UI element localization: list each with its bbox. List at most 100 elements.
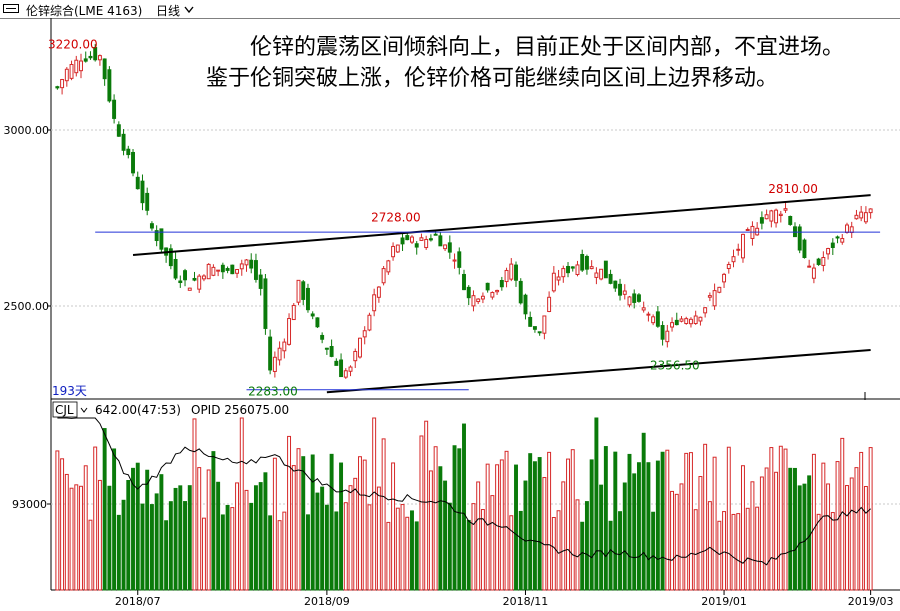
candle[interactable] <box>660 325 665 340</box>
candle[interactable] <box>287 318 292 345</box>
candle[interactable] <box>499 280 504 288</box>
volume-bar[interactable] <box>622 482 627 591</box>
candle[interactable] <box>712 290 717 307</box>
volume-bar[interactable] <box>599 484 604 591</box>
volume-bar[interactable] <box>797 485 802 591</box>
candle[interactable] <box>537 331 542 334</box>
candle[interactable] <box>745 228 750 231</box>
volume-bar[interactable] <box>774 471 779 591</box>
volume-bar[interactable] <box>802 483 807 591</box>
volume-bar[interactable] <box>320 486 325 591</box>
volume-bar[interactable] <box>580 521 585 591</box>
candle[interactable] <box>651 316 656 324</box>
volume-bar[interactable] <box>741 465 745 591</box>
volume-bar[interactable] <box>211 451 216 591</box>
volume-bar[interactable] <box>334 511 339 591</box>
volume-bar[interactable] <box>826 483 831 591</box>
candle[interactable] <box>665 330 670 343</box>
candle[interactable] <box>495 289 500 293</box>
volume-bar[interactable] <box>504 450 509 591</box>
volume-bar[interactable] <box>220 514 225 591</box>
candle[interactable] <box>159 228 164 250</box>
volume-bar[interactable] <box>301 456 306 591</box>
candle[interactable] <box>178 280 183 284</box>
candle[interactable] <box>570 266 575 269</box>
candle[interactable] <box>551 272 556 292</box>
volume-bar[interactable] <box>358 456 362 591</box>
volume-bar[interactable] <box>821 462 826 591</box>
volume-bar[interactable] <box>636 462 641 591</box>
candle[interactable] <box>599 268 604 280</box>
candle[interactable] <box>584 255 589 270</box>
volume-bar[interactable] <box>726 446 731 591</box>
candle[interactable] <box>192 277 197 281</box>
volume-bar[interactable] <box>499 459 504 591</box>
candle[interactable] <box>201 275 206 280</box>
candle[interactable] <box>362 330 367 338</box>
candle[interactable] <box>216 269 221 272</box>
candle[interactable] <box>400 237 405 245</box>
volume-bar[interactable] <box>230 507 235 591</box>
candle[interactable] <box>518 280 523 304</box>
volume-bar[interactable] <box>329 453 334 591</box>
candle[interactable] <box>197 275 202 290</box>
volume-bar[interactable] <box>268 515 273 591</box>
candle[interactable] <box>253 260 258 280</box>
candle[interactable] <box>802 239 807 259</box>
candle[interactable] <box>580 253 585 271</box>
volume-bar[interactable] <box>849 477 854 591</box>
candle[interactable] <box>774 209 779 224</box>
candle[interactable] <box>438 235 443 247</box>
volume-bar[interactable] <box>353 477 358 591</box>
volume-bar[interactable] <box>168 501 173 591</box>
volume-bar[interactable] <box>291 465 296 591</box>
candle[interactable] <box>145 192 150 211</box>
volume-bar[interactable] <box>159 474 164 591</box>
volume-bar[interactable] <box>603 446 608 591</box>
candle[interactable] <box>480 295 485 300</box>
volume-bar[interactable] <box>79 485 83 591</box>
volume-bar[interactable] <box>249 502 254 591</box>
volume-bar[interactable] <box>514 464 518 591</box>
candle[interactable] <box>556 276 561 281</box>
volume-bar[interactable] <box>55 450 60 591</box>
candle[interactable] <box>131 151 135 174</box>
candle[interactable] <box>816 258 821 265</box>
volume-bar[interactable] <box>684 452 689 591</box>
candle[interactable] <box>764 214 769 220</box>
volume-bar[interactable] <box>419 435 424 591</box>
volume-bar[interactable] <box>618 511 623 591</box>
candle[interactable] <box>755 227 760 236</box>
candle[interactable] <box>206 263 211 280</box>
candle[interactable] <box>613 280 618 289</box>
volume-bar[interactable] <box>391 462 396 591</box>
volume-bar[interactable] <box>755 506 760 591</box>
candle[interactable] <box>173 258 178 279</box>
volume-bar[interactable] <box>688 452 693 591</box>
candle[interactable] <box>566 265 570 274</box>
candle[interactable] <box>348 366 353 372</box>
volume-bar[interactable] <box>178 485 183 591</box>
volume-bar[interactable] <box>532 461 537 591</box>
volume-bar[interactable] <box>447 502 452 591</box>
volume-bar[interactable] <box>405 516 410 591</box>
candle[interactable] <box>575 264 580 276</box>
candle[interactable] <box>301 281 306 300</box>
candle[interactable] <box>759 217 764 224</box>
volume-bar[interactable] <box>192 418 197 591</box>
volume-bar[interactable] <box>102 428 107 591</box>
candle[interactable] <box>55 86 60 89</box>
candle[interactable] <box>353 350 358 362</box>
volume-bar[interactable] <box>400 504 405 591</box>
volume-bar[interactable] <box>235 482 240 591</box>
candle[interactable] <box>627 296 632 306</box>
candle[interactable] <box>703 307 708 314</box>
candle[interactable] <box>452 259 457 262</box>
candle[interactable] <box>258 274 263 289</box>
candle[interactable] <box>476 298 481 303</box>
candle[interactable] <box>688 318 693 325</box>
candle[interactable] <box>462 273 466 291</box>
volume-bar[interactable] <box>112 448 117 591</box>
volume-bar[interactable] <box>272 457 277 591</box>
volume-bar[interactable] <box>225 504 230 591</box>
